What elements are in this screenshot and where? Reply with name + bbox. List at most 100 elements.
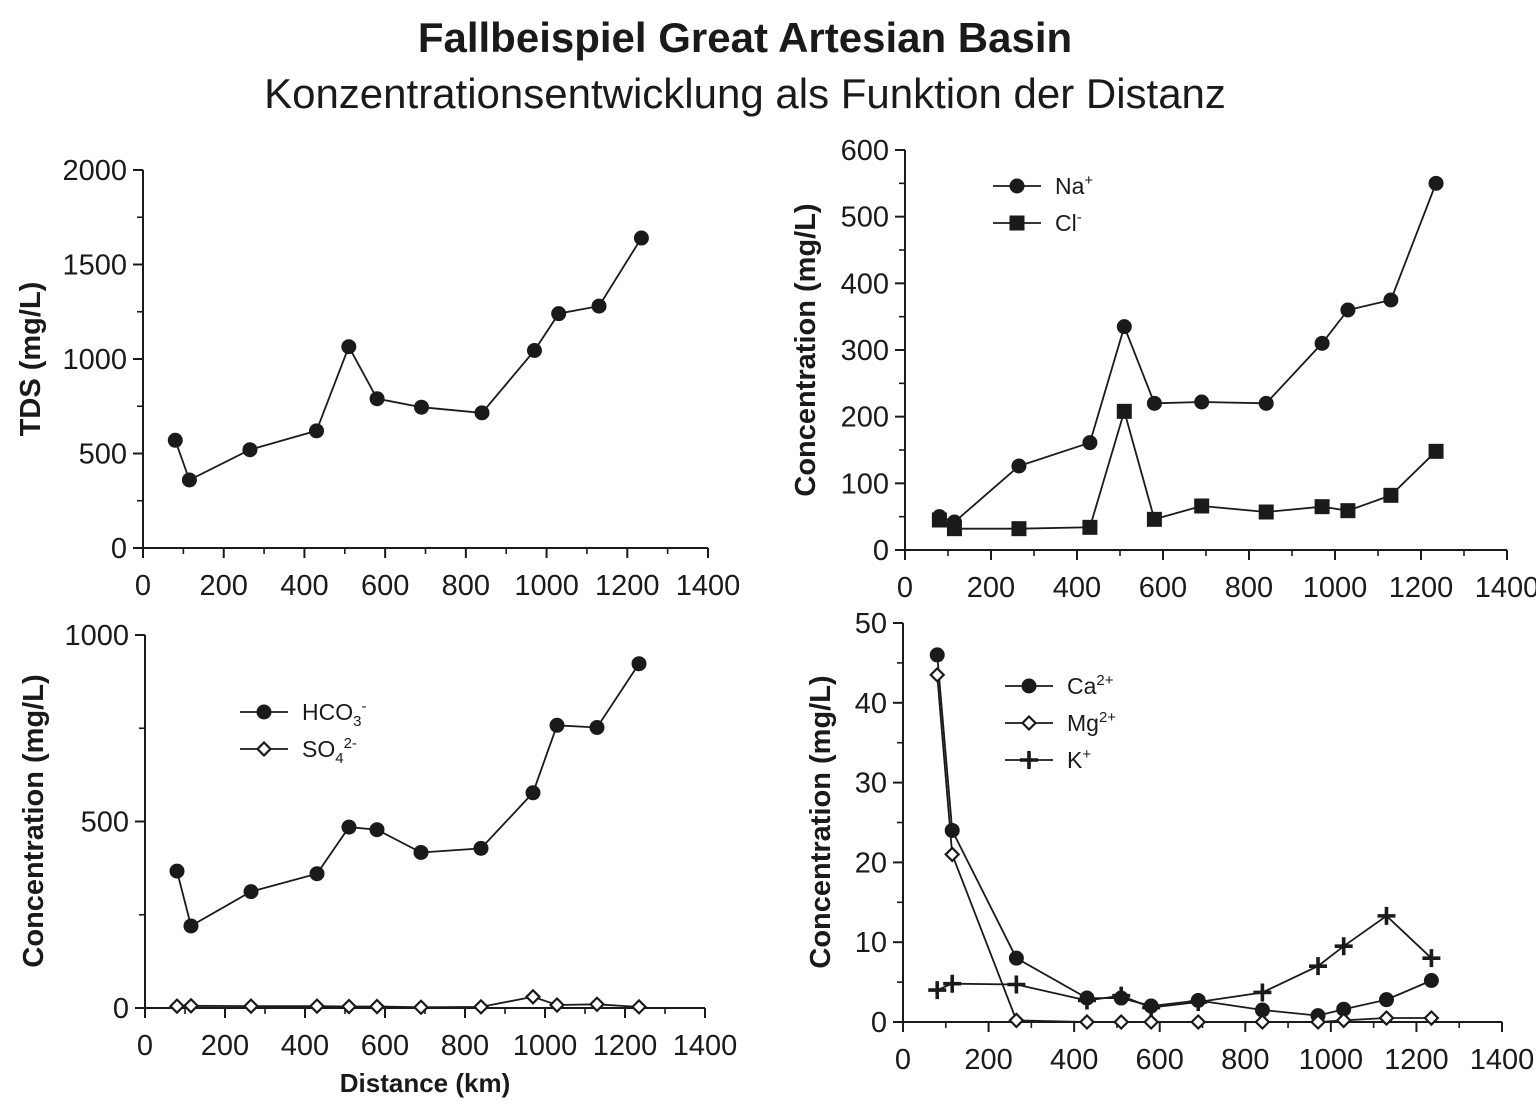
y-tick-label: 0 (113, 993, 129, 1025)
data-point (472, 998, 490, 1015)
legend-label: Na+ (1055, 172, 1093, 199)
x-tick-label: 1000 (513, 1030, 578, 1062)
legend-marker (1020, 751, 1038, 769)
x-tick-label: 400 (280, 570, 328, 602)
data-point (473, 840, 489, 856)
legend-name: Cl (1055, 210, 1077, 236)
data-point (1334, 937, 1353, 956)
x-tick-label: 200 (200, 570, 248, 602)
data-point (1194, 394, 1210, 410)
legend-marker (1021, 678, 1037, 694)
y-tick-label: 200 (841, 402, 889, 434)
series-k (928, 906, 1441, 1017)
y-axis-label: Concentration (mg/L) (790, 203, 822, 496)
data-point (931, 512, 947, 528)
data-point (341, 339, 357, 355)
data-point (928, 981, 947, 1000)
data-point (1077, 991, 1096, 1010)
x-tick-label: 0 (137, 1030, 153, 1062)
data-point (1254, 1013, 1271, 1031)
x-tick-label: 800 (1225, 572, 1273, 604)
x-tick-label: 1200 (1389, 572, 1454, 604)
x-tick-label: 1000 (514, 570, 579, 602)
data-point (1116, 403, 1132, 419)
data-point (1190, 1013, 1207, 1031)
x-tick-label: 1400 (1475, 572, 1536, 604)
data-point (368, 998, 386, 1015)
series-line-0 (167, 230, 649, 488)
legend-item: SO42- (240, 735, 357, 767)
data-point (1428, 175, 1444, 191)
x-tick-label: 800 (1221, 1044, 1269, 1076)
data-point (1007, 975, 1026, 994)
data-point (631, 656, 647, 672)
chart-panel-ca-mg-k: 0 200 400 600 800 1000 1200 1400 0 10 20 30 40 50 Conc… (805, 608, 1534, 1076)
legend: Ca2+Mg2+K+ (1005, 672, 1116, 773)
x-tick-label: 800 (441, 1030, 489, 1062)
data-point (1428, 443, 1444, 459)
y-tick-label: 20 (855, 847, 887, 879)
series-line (174, 237, 643, 482)
data-point (549, 717, 565, 733)
data-point (168, 998, 186, 1015)
data-point (1253, 983, 1272, 1002)
legend-subscript: 4 (335, 750, 343, 767)
data-point (1008, 950, 1024, 966)
figure-subtitle: Konzentrationsentwicklung als Funktion d… (264, 70, 1226, 117)
legend-name: K (1067, 747, 1083, 773)
x-axis-label: Distance (km) (340, 1068, 511, 1098)
data-point (242, 442, 258, 458)
data-point (1378, 1009, 1395, 1027)
x-tick-label: 0 (897, 572, 913, 604)
legend-label: Ca2+ (1067, 672, 1114, 699)
chart-panel-hco3-so4: 0 200 400 600 800 1000 1200 1400 0 500 1000 Concent… (18, 620, 737, 1098)
data-point (1383, 487, 1399, 503)
legend-label: SO42- (302, 735, 357, 767)
data-point (1378, 992, 1394, 1008)
x-tick-label: 1200 (595, 570, 660, 602)
x-tick-label: 1200 (593, 1030, 658, 1062)
data-point (243, 884, 259, 900)
y-tick-label: 1000 (64, 620, 129, 652)
y-tick-label: 500 (841, 202, 889, 234)
legend-item: Na+ (993, 172, 1093, 199)
legend-marker (256, 704, 272, 720)
data-point (413, 399, 429, 415)
data-point (1194, 498, 1210, 514)
data-point (929, 647, 945, 663)
data-point (1422, 949, 1441, 968)
data-point (1143, 1013, 1160, 1031)
x-tick-label: 400 (1050, 1044, 1098, 1076)
x-tick-label: 1400 (676, 570, 741, 602)
data-point (524, 988, 542, 1005)
legend-item: Ca2+ (1005, 672, 1114, 699)
data-point (1309, 1013, 1327, 1031)
data-point (341, 819, 357, 835)
chart-panel-tds: 0 200 400 600 800 1000 1200 1400 0 500 1000 1500 200… (15, 155, 740, 602)
series-ca (929, 647, 1439, 1024)
series-line (936, 914, 1433, 1009)
y-tick-label: 50 (855, 608, 887, 640)
legend-subscript: 3 (353, 713, 361, 730)
legend-superscript: - (361, 698, 366, 715)
figure-title: Fallbeispiel Great Artesian Basin (417, 14, 1073, 61)
data-point (525, 785, 541, 801)
data-point (1377, 906, 1396, 925)
legend-superscript: + (1084, 172, 1093, 189)
data-point (1254, 1002, 1270, 1018)
data-point (1113, 1013, 1130, 1031)
data-point (308, 998, 326, 1015)
legend-superscript: + (1082, 746, 1091, 763)
x-tick-label: 0 (135, 570, 151, 602)
legend-item: K+ (1005, 746, 1091, 773)
data-point (183, 918, 199, 934)
y-tick-label: 300 (841, 335, 889, 367)
legend-label: Cl- (1055, 209, 1082, 236)
data-point (1078, 1013, 1096, 1031)
data-point (1383, 292, 1399, 308)
y-axis-label: Concentration (mg/L) (18, 674, 50, 967)
data-point (548, 996, 566, 1014)
x-tick-label: 1400 (673, 1030, 738, 1062)
series-na (931, 175, 1444, 530)
x-tick-label: 200 (964, 1044, 1012, 1076)
